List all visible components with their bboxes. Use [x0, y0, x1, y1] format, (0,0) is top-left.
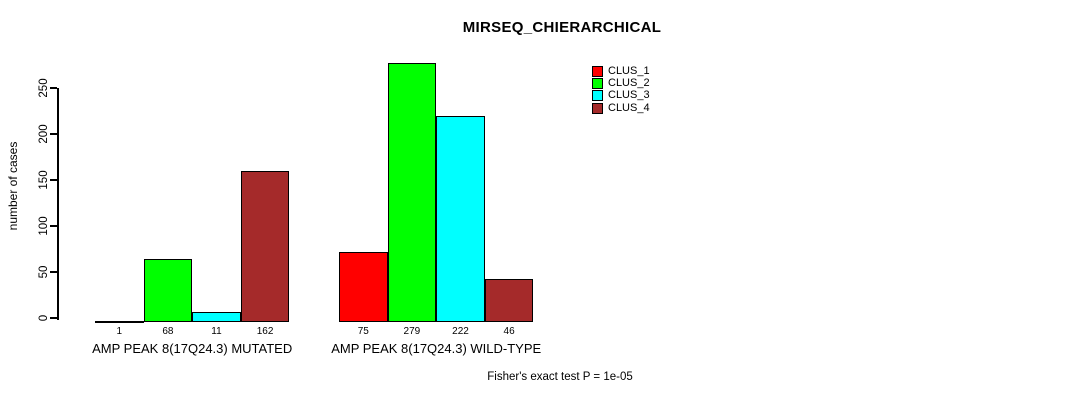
- bar-clus_4-group2: [484, 279, 534, 322]
- y-tick-label: 0: [38, 314, 50, 322]
- legend-swatch-clus_2: [592, 78, 603, 90]
- y-tick-label: 200: [38, 124, 50, 144]
- x-category-label: AMP PEAK 8(17Q24.3) MUTATED: [92, 341, 293, 356]
- bar-value-label: 68: [162, 326, 174, 337]
- bar-clus_1-group2: [339, 252, 388, 322]
- fisher-test-annotation: Fisher's exact test P = 1e-05: [487, 371, 633, 383]
- legend-swatch-clus_1: [592, 65, 603, 77]
- legend-item-clus_4: CLUS_4: [592, 102, 650, 114]
- bar-value-label: 279: [403, 326, 421, 337]
- y-axis-tick: [50, 271, 57, 273]
- y-tick-label: 250: [38, 78, 50, 98]
- y-tick-label: 100: [38, 216, 50, 236]
- bar-value-label: 162: [256, 326, 274, 337]
- y-tick-label: 150: [38, 170, 50, 190]
- legend-label: CLUS_3: [608, 89, 650, 102]
- bar-value-label: 222: [452, 326, 469, 337]
- bar-value-label: 46: [503, 326, 515, 337]
- bar-clus_3-group1: [192, 311, 241, 322]
- y-axis-line: [57, 88, 59, 320]
- y-axis-label: number of cases: [6, 141, 20, 231]
- legend: CLUS_1 CLUS_2 CLUS_3 CLUS_4: [592, 65, 650, 115]
- bar-value-label: 75: [357, 326, 369, 337]
- y-axis-tick: [50, 179, 57, 181]
- bar-clus_2-group1: [143, 258, 193, 322]
- bar-clus_1-group1: [95, 321, 144, 323]
- y-axis-tick: [50, 225, 57, 227]
- bar-value-label: 1: [116, 326, 123, 337]
- x-category-label: AMP PEAK 8(17Q24.3) WILD-TYPE: [331, 341, 542, 356]
- legend-label: CLUS_2: [608, 77, 650, 90]
- legend-item-clus_1: CLUS_1: [592, 65, 650, 77]
- y-axis-tick: [50, 87, 57, 89]
- bar-clus_3-group2: [436, 115, 485, 322]
- y-axis-tick: [50, 133, 57, 135]
- legend-label: CLUS_1: [608, 64, 650, 77]
- bar-clus_4-group1: [240, 171, 290, 322]
- legend-item-clus_3: CLUS_3: [592, 90, 650, 102]
- bar-clus_2-group2: [387, 62, 437, 322]
- y-tick-label: 50: [38, 265, 50, 279]
- legend-swatch-clus_4: [592, 102, 603, 114]
- legend-item-clus_2: CLUS_2: [592, 77, 650, 90]
- bar-value-label: 11: [211, 326, 222, 337]
- chart-title: MIRSEQ_CHIERARCHICAL: [462, 19, 662, 36]
- legend-label: CLUS_4: [608, 101, 650, 114]
- y-axis-tick: [50, 317, 57, 319]
- legend-swatch-clus_3: [592, 90, 603, 102]
